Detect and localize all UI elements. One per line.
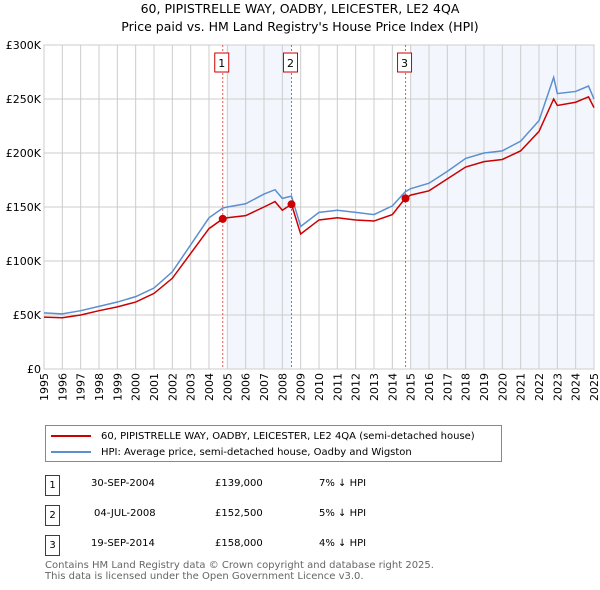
sale-marker-box	[283, 52, 298, 73]
x-tick-label: 1997	[75, 373, 88, 401]
y-tick-label: £250K	[6, 93, 42, 106]
x-tick-label: 2013	[368, 373, 381, 401]
sale-date: 30-SEP-2004	[91, 478, 155, 489]
x-tick-label: 2021	[515, 373, 528, 401]
sale-marker-label: 3	[401, 57, 408, 70]
legend-item-hpi: HPI: Average price, semi-detached house,…	[51, 445, 412, 459]
chart-title: 60, PIPISTRELLE WAY, OADBY, LEICESTER, L…	[140, 1, 460, 16]
x-tick-label: 2001	[148, 373, 161, 401]
y-tick-label: £0	[27, 363, 41, 376]
hpi-diff: 4% ↓ HPI	[319, 538, 367, 549]
footer-copyright: Contains HM Land Registry data © Crown c…	[45, 560, 434, 571]
sale-marker-box	[214, 52, 230, 73]
sale-marker-box	[397, 52, 413, 73]
sale-marker-label: 1	[218, 57, 225, 70]
sale-price: £158,000	[215, 538, 263, 549]
x-tick-label: 2003	[185, 373, 198, 401]
y-tick-label: £200K	[6, 147, 42, 160]
x-tick-label: 2015	[405, 373, 418, 401]
sale-date: 04-JUL-2008	[94, 508, 156, 519]
sale-date: 19-SEP-2014	[91, 538, 155, 549]
x-tick-label: 2005	[221, 373, 234, 401]
price-chart: 1995 1996 1997 1998 1999 2000 2001 2002 2003 2004…	[6, 39, 600, 401]
hpi-diff: 5% ↓ HPI	[319, 508, 367, 519]
plot-frame	[43, 44, 595, 370]
x-tick-label: 2010	[313, 373, 326, 401]
x-tick-label: 2019	[478, 373, 491, 401]
x-tick-label: 2023	[551, 373, 564, 401]
legend: 60, PIPISTRELLE WAY, OADBY, LEICESTER, L…	[45, 425, 502, 462]
transaction-row: 2 04-JUL-2008 £152,500 5% ↓ HPI	[45, 505, 545, 526]
x-tick-label: 1995	[38, 373, 51, 401]
legend-item-property: 60, PIPISTRELLE WAY, OADBY, LEICESTER, L…	[51, 429, 475, 443]
sale-price: £152,500	[215, 508, 263, 519]
x-tick-label: 2004	[203, 373, 216, 401]
x-tick-label: 1998	[93, 373, 106, 401]
x-tick-label: 1996	[56, 373, 69, 401]
x-tick-label: 2011	[331, 373, 344, 401]
marker-badge: 1	[45, 475, 60, 496]
marker-badge: 3	[45, 535, 60, 556]
chart-subtitle: Price paid vs. HM Land Registry's House …	[121, 19, 479, 34]
y-tick-label: £300K	[6, 39, 42, 52]
y-tick-label: £100K	[6, 255, 42, 268]
y-tick-label: £150K	[6, 201, 42, 214]
sale-marker-label: 2	[287, 57, 294, 70]
x-tick-label: 2009	[295, 373, 308, 401]
x-tick-label: 2018	[460, 373, 473, 401]
x-tick-label: 2022	[533, 373, 546, 401]
sale-price: £139,000	[215, 478, 263, 489]
x-tick-label: 2006	[240, 373, 253, 401]
x-tick-label: 2008	[276, 373, 289, 401]
x-tick-label: 1999	[111, 373, 124, 401]
x-tick-label: 2000	[130, 373, 143, 401]
property-price-line	[43, 95, 595, 319]
y-tick-label: £50K	[13, 309, 42, 322]
x-tick-label: 2020	[496, 373, 509, 401]
legend-label: 60, PIPISTRELLE WAY, OADBY, LEICESTER, L…	[101, 430, 475, 442]
x-tick-label: 2024	[570, 373, 583, 401]
x-tick-label: 2017	[441, 373, 454, 401]
footer-licence: This data is licensed under the Open Gov…	[45, 571, 364, 582]
sale-point	[218, 214, 227, 223]
x-tick-label: 2002	[166, 373, 179, 401]
sale-point	[287, 200, 296, 209]
transaction-row: 3 19-SEP-2014 £158,000 4% ↓ HPI	[45, 535, 545, 556]
hpi-line	[43, 74, 595, 315]
x-tick-label: 2007	[258, 373, 271, 401]
hpi-diff: 7% ↓ HPI	[319, 478, 367, 489]
x-tick-label: 2025	[588, 373, 600, 401]
x-tick-label: 2012	[350, 373, 363, 401]
x-tick-label: 2014	[386, 373, 399, 401]
legend-label: HPI: Average price, semi-detached house,…	[101, 446, 412, 458]
transaction-row: 1 30-SEP-2004 £139,000 7% ↓ HPI	[45, 475, 545, 496]
sale-point	[401, 194, 410, 203]
marker-badge: 2	[45, 505, 60, 526]
x-tick-label: 2016	[423, 373, 436, 401]
